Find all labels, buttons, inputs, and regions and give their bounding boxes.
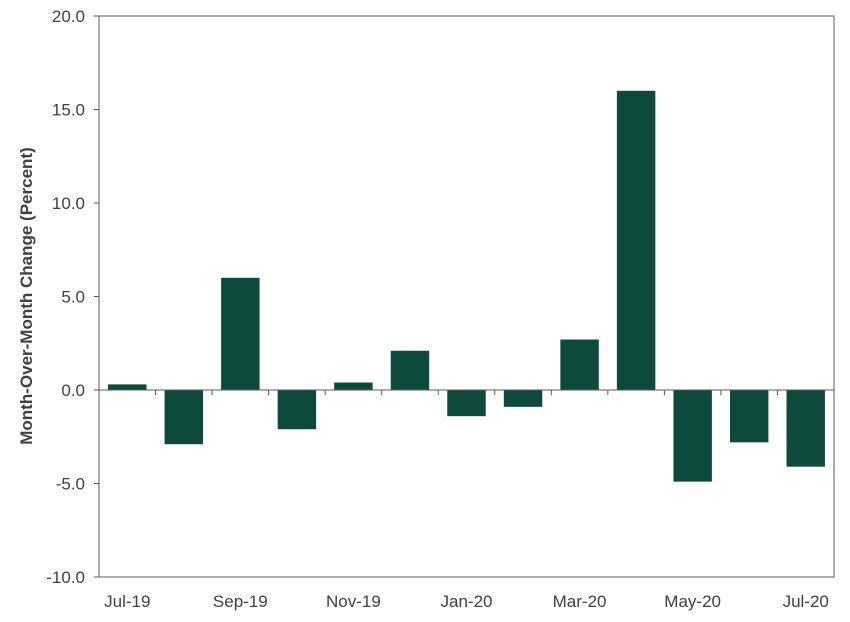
y-tick-label: 10.0 bbox=[52, 194, 85, 213]
bar-may-20 bbox=[673, 390, 712, 482]
x-tick-label: Nov-19 bbox=[326, 592, 381, 611]
bar-oct-19 bbox=[277, 390, 317, 430]
x-tick-label: Jul-19 bbox=[104, 592, 150, 611]
x-tick-label: Mar-20 bbox=[553, 592, 607, 611]
bar-feb-20 bbox=[503, 390, 543, 407]
bar-jul-19 bbox=[108, 384, 147, 390]
bar-sep-19 bbox=[221, 277, 260, 390]
y-axis-title: Month-Over-Month Change (Percent) bbox=[17, 147, 36, 445]
y-tick-label: 20.0 bbox=[52, 7, 85, 26]
y-tick-label: -5.0 bbox=[56, 475, 85, 494]
y-tick-label: 0.0 bbox=[61, 381, 85, 400]
plot-frame bbox=[98, 15, 835, 578]
bar-apr-20 bbox=[616, 90, 656, 391]
x-tick-label: May-20 bbox=[664, 592, 721, 611]
y-tick-label: -10.0 bbox=[46, 568, 85, 587]
bar-dec-19 bbox=[390, 350, 430, 390]
bar-aug-19 bbox=[164, 390, 204, 445]
y-tick-label: 15.0 bbox=[52, 101, 85, 120]
bar-mar-20 bbox=[560, 339, 599, 390]
y-axis: -10.0 -5.0 0.0 5.0 10.0 15.0 20.0 bbox=[46, 7, 99, 587]
bar-jun-20 bbox=[729, 390, 769, 443]
x-tick-label: Jan-20 bbox=[441, 592, 493, 611]
x-axis: Jul-19 Sep-19 Nov-19 Jan-20 Mar-20 May-20 Jul-… bbox=[98, 390, 835, 611]
bar-jul-20 bbox=[786, 390, 825, 467]
bar-nov-19 bbox=[334, 382, 373, 390]
x-tick-label: Jul-20 bbox=[783, 592, 829, 611]
y-tick-label: 5.0 bbox=[61, 288, 85, 307]
bars bbox=[108, 90, 825, 482]
bar-jan-20 bbox=[447, 390, 486, 417]
x-tick-label: Sep-19 bbox=[213, 592, 268, 611]
